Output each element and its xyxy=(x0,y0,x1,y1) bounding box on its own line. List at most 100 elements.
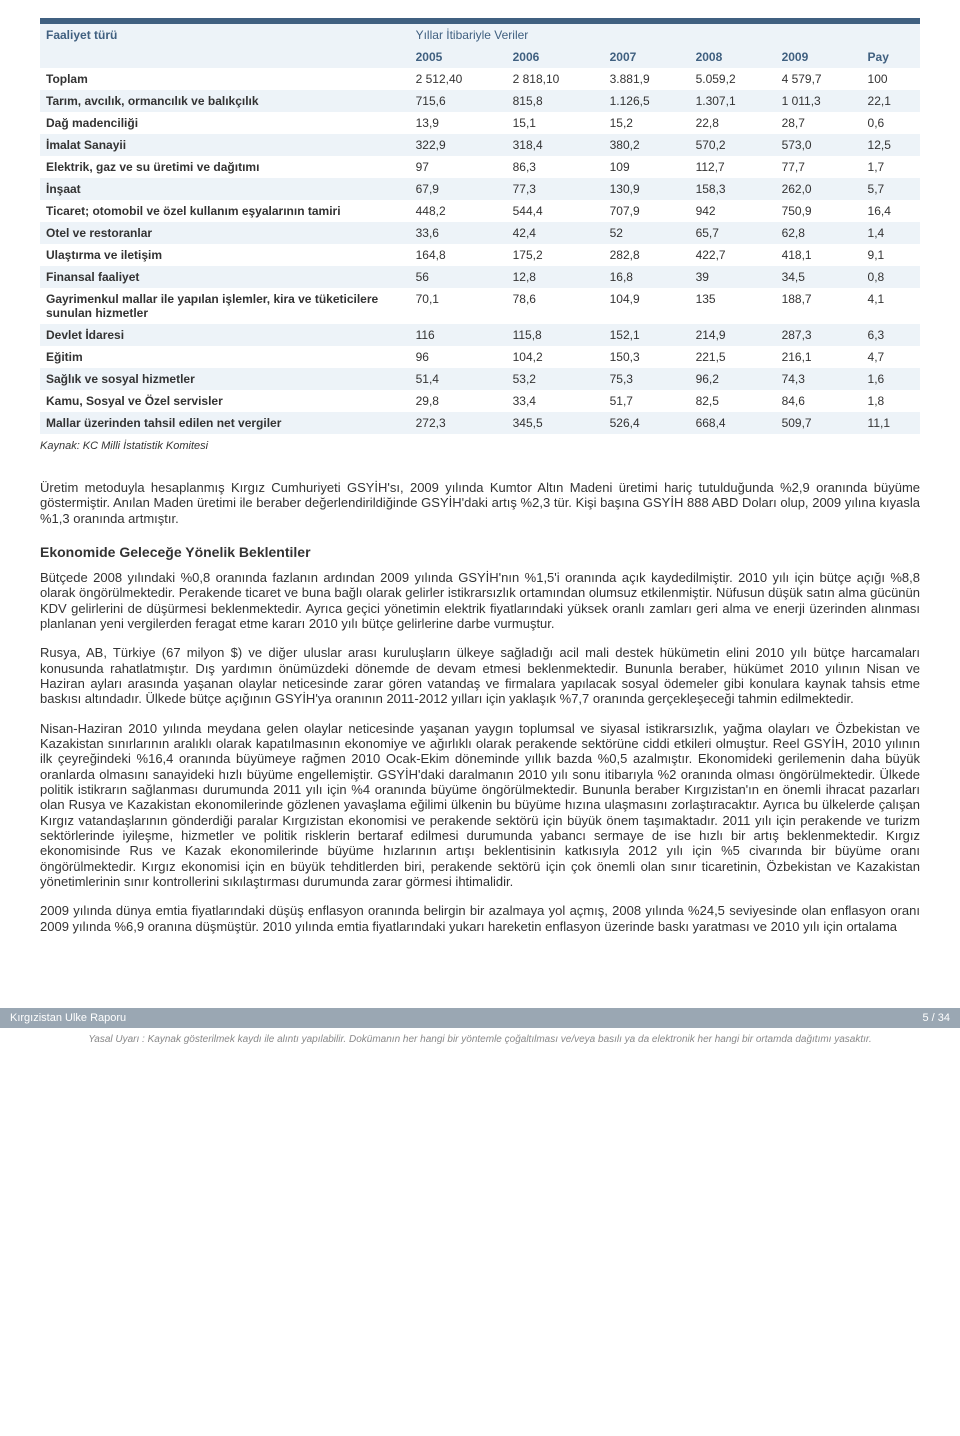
cell-value: 175,2 xyxy=(507,244,604,266)
row-label: Mallar üzerinden tahsil edilen net vergi… xyxy=(40,412,410,434)
cell-value: 33,4 xyxy=(507,390,604,412)
cell-value: 70,1 xyxy=(410,288,507,324)
cell-value: 104,9 xyxy=(604,288,690,324)
col-year-2005: 2005 xyxy=(410,46,507,68)
row-label: Kamu, Sosyal ve Özel servisler xyxy=(40,390,410,412)
cell-value: 526,4 xyxy=(604,412,690,434)
cell-value: 4 579,7 xyxy=(776,68,862,90)
cell-value: 9,1 xyxy=(862,244,920,266)
row-label: Ulaştırma ve iletişim xyxy=(40,244,410,266)
cell-value: 152,1 xyxy=(604,324,690,346)
cell-value: 1.307,1 xyxy=(690,90,776,112)
cell-value: 1.126,5 xyxy=(604,90,690,112)
cell-value: 544,4 xyxy=(507,200,604,222)
table-row: Ulaştırma ve iletişim164,8175,2282,8422,… xyxy=(40,244,920,266)
table-row: İmalat Sanayii322,9318,4380,2570,2573,01… xyxy=(40,134,920,156)
cell-value: 418,1 xyxy=(776,244,862,266)
col-year-Pay: Pay xyxy=(862,46,920,68)
cell-value: 115,8 xyxy=(507,324,604,346)
cell-value: 77,7 xyxy=(776,156,862,178)
source-note: Kaynak: KC Milli İstatistik Komitesi xyxy=(40,440,920,452)
cell-value: 318,4 xyxy=(507,134,604,156)
cell-value: 5.059,2 xyxy=(690,68,776,90)
table-row: Dağ madenciliği13,915,115,222,828,70,6 xyxy=(40,112,920,134)
activity-table: Faaliyet türü Yıllar İtibariyle Veriler … xyxy=(40,18,920,434)
cell-value: 112,7 xyxy=(690,156,776,178)
cell-value: 11,1 xyxy=(862,412,920,434)
cell-value: 116 xyxy=(410,324,507,346)
cell-value: 74,3 xyxy=(776,368,862,390)
row-label: Toplam xyxy=(40,68,410,90)
cell-value: 3.881,9 xyxy=(604,68,690,90)
row-label: Devlet İdaresi xyxy=(40,324,410,346)
cell-value: 282,8 xyxy=(604,244,690,266)
paragraph-inflation: 2009 yılında dünya emtia fiyatlarındaki … xyxy=(40,903,920,934)
cell-value: 12,5 xyxy=(862,134,920,156)
cell-value: 97 xyxy=(410,156,507,178)
cell-value: 109 xyxy=(604,156,690,178)
cell-value: 2 818,10 xyxy=(507,68,604,90)
cell-value: 448,2 xyxy=(410,200,507,222)
cell-value: 15,2 xyxy=(604,112,690,134)
cell-value: 52 xyxy=(604,222,690,244)
cell-value: 750,9 xyxy=(776,200,862,222)
cell-value: 1,4 xyxy=(862,222,920,244)
col-year-2007: 2007 xyxy=(604,46,690,68)
cell-value: 82,5 xyxy=(690,390,776,412)
cell-value: 12,8 xyxy=(507,266,604,288)
cell-value: 16,8 xyxy=(604,266,690,288)
row-label: Tarım, avcılık, ormancılık ve balıkçılık xyxy=(40,90,410,112)
cell-value: 4,1 xyxy=(862,288,920,324)
paragraph-intro: Üretim metoduyla hesaplanmış Kırgız Cumh… xyxy=(40,480,920,526)
row-label: Sağlık ve sosyal hizmetler xyxy=(40,368,410,390)
table-row: Gayrimenkul mallar ile yapılan işlemler,… xyxy=(40,288,920,324)
row-label: Eğitim xyxy=(40,346,410,368)
cell-value: 1,6 xyxy=(862,368,920,390)
cell-value: 86,3 xyxy=(507,156,604,178)
table-row: Sağlık ve sosyal hizmetler51,453,275,396… xyxy=(40,368,920,390)
table-row: Kamu, Sosyal ve Özel servisler29,833,451… xyxy=(40,390,920,412)
cell-value: 42,4 xyxy=(507,222,604,244)
cell-value: 13,9 xyxy=(410,112,507,134)
cell-value: 150,3 xyxy=(604,346,690,368)
cell-value: 16,4 xyxy=(862,200,920,222)
cell-value: 75,3 xyxy=(604,368,690,390)
cell-value: 100 xyxy=(862,68,920,90)
cell-value: 214,9 xyxy=(690,324,776,346)
col-years-span: Yıllar İtibariyle Veriler xyxy=(410,24,920,46)
table-row: Ticaret; otomobil ve özel kullanım eşyal… xyxy=(40,200,920,222)
cell-value: 1,8 xyxy=(862,390,920,412)
cell-value: 322,9 xyxy=(410,134,507,156)
cell-value: 135 xyxy=(690,288,776,324)
cell-value: 34,5 xyxy=(776,266,862,288)
cell-value: 707,9 xyxy=(604,200,690,222)
row-label: Elektrik, gaz ve su üretimi ve dağıtımı xyxy=(40,156,410,178)
table-row: Finansal faaliyet5612,816,83934,50,8 xyxy=(40,266,920,288)
paragraph-budget: Bütçede 2008 yılındaki %0,8 oranında faz… xyxy=(40,570,920,631)
cell-value: 668,4 xyxy=(690,412,776,434)
cell-value: 380,2 xyxy=(604,134,690,156)
col-activity-header: Faaliyet türü xyxy=(40,24,410,68)
cell-value: 39 xyxy=(690,266,776,288)
cell-value: 5,7 xyxy=(862,178,920,200)
col-year-2006: 2006 xyxy=(507,46,604,68)
paragraph-events: Nisan-Haziran 2010 yılında meydana gelen… xyxy=(40,721,920,890)
cell-value: 96 xyxy=(410,346,507,368)
table-row: Toplam2 512,402 818,103.881,95.059,24 57… xyxy=(40,68,920,90)
cell-value: 53,2 xyxy=(507,368,604,390)
table-row: Mallar üzerinden tahsil edilen net vergi… xyxy=(40,412,920,434)
row-label: Ticaret; otomobil ve özel kullanım eşyal… xyxy=(40,200,410,222)
footer-page: 5 / 34 xyxy=(922,1012,950,1024)
row-label: Gayrimenkul mallar ile yapılan işlemler,… xyxy=(40,288,410,324)
cell-value: 188,7 xyxy=(776,288,862,324)
cell-value: 51,4 xyxy=(410,368,507,390)
row-label: İnşaat xyxy=(40,178,410,200)
cell-value: 62,8 xyxy=(776,222,862,244)
table-row: İnşaat67,977,3130,9158,3262,05,7 xyxy=(40,178,920,200)
cell-value: 130,9 xyxy=(604,178,690,200)
cell-value: 96,2 xyxy=(690,368,776,390)
cell-value: 65,7 xyxy=(690,222,776,244)
cell-value: 345,5 xyxy=(507,412,604,434)
row-label: Finansal faaliyet xyxy=(40,266,410,288)
col-year-2009: 2009 xyxy=(776,46,862,68)
